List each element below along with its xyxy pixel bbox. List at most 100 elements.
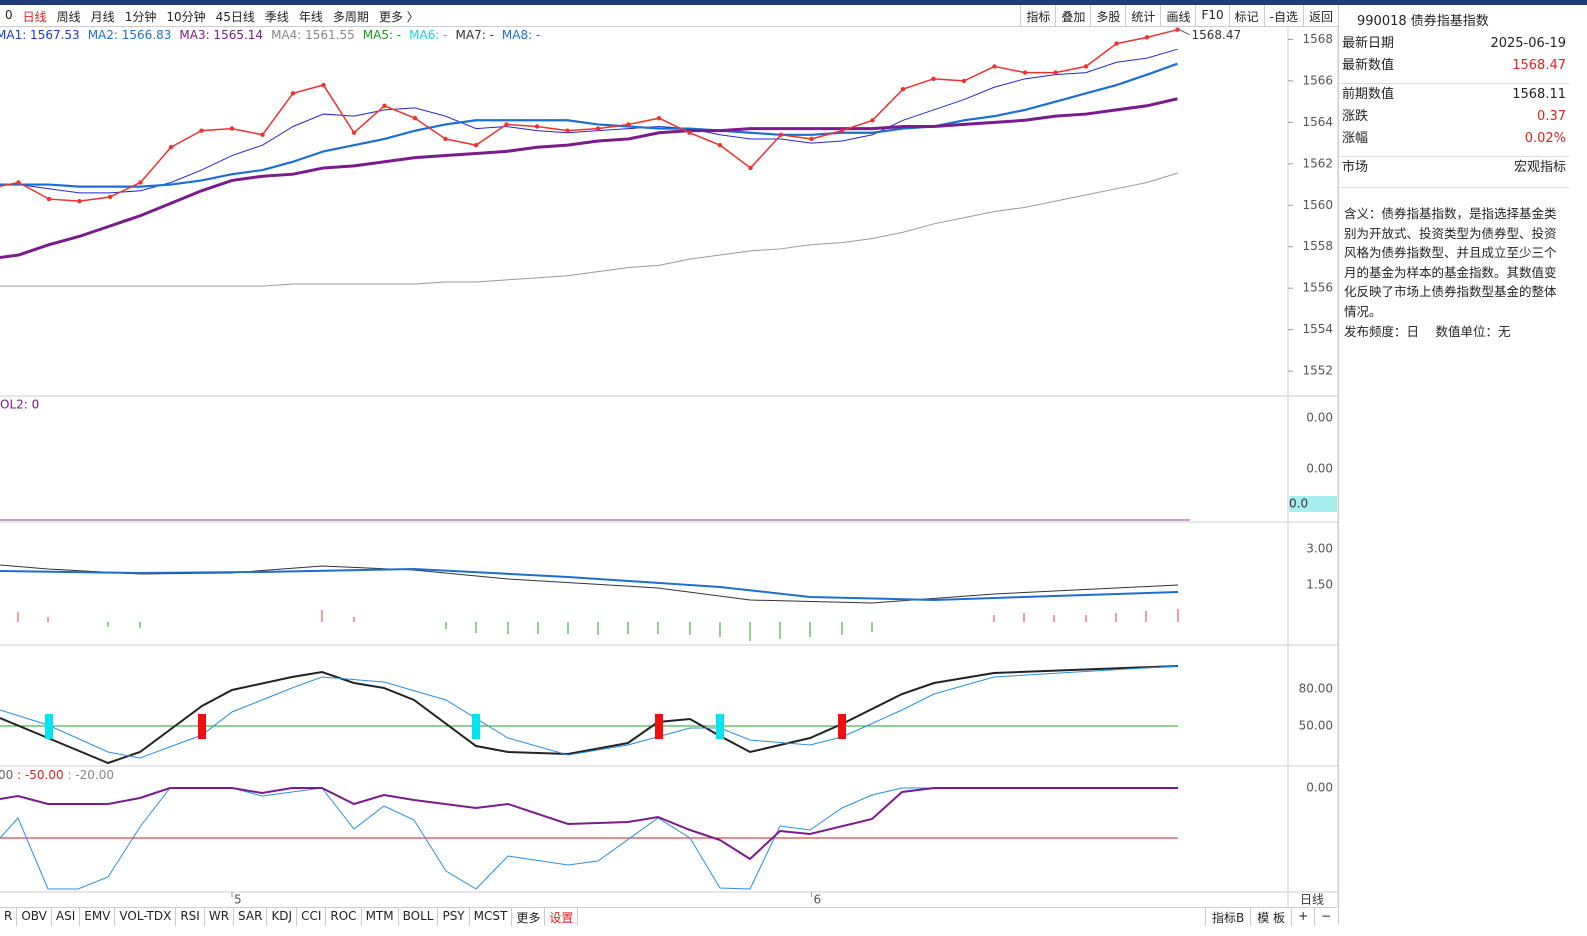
- period-tab[interactable]: 多周期: [332, 10, 369, 24]
- indicator-tab[interactable]: OBV: [17, 908, 52, 926]
- tool-button[interactable]: 返回: [1302, 5, 1338, 26]
- tool-button[interactable]: 指标: [1020, 5, 1055, 26]
- data-point: [534, 124, 540, 129]
- indicator-tab[interactable]: MCST: [470, 908, 513, 926]
- wr-label-part: 00: [0, 768, 13, 782]
- indicator-tab[interactable]: BOLL: [399, 908, 439, 926]
- indicator-tab[interactable]: 设置: [545, 908, 579, 926]
- tool-button[interactable]: -自选: [1263, 5, 1303, 26]
- info-row: 前期数值 1568.11: [1339, 83, 1569, 106]
- info-value: 1568.11: [1512, 87, 1566, 102]
- data-point: [595, 126, 601, 131]
- info-value: 0.37: [1537, 109, 1566, 124]
- info-value: 2025-06-19: [1490, 36, 1566, 51]
- data-point: [412, 116, 418, 121]
- chart-area: 1552 1554 1556 1558 1560 1562 1564 1566 1568 5 6 15…: [0, 27, 1338, 907]
- tool-button[interactable]: 统计: [1125, 5, 1160, 26]
- tool-button[interactable]: 标记: [1228, 5, 1264, 26]
- info-row: 最新日期 2025-06-19: [1339, 33, 1569, 55]
- lower-panels: [0, 496, 1337, 890]
- data-point: [16, 180, 21, 185]
- data-point: [138, 180, 143, 185]
- indicator-tab[interactable]: EMV: [80, 908, 116, 926]
- data-point: [778, 132, 784, 137]
- indicator-tab[interactable]: PSY: [438, 908, 470, 926]
- period-tab[interactable]: 月线: [90, 10, 115, 24]
- kdj-tick: 80.00: [1299, 682, 1333, 696]
- template-button[interactable]: 指标B: [1205, 908, 1250, 926]
- data-point: [809, 136, 814, 142]
- template-button[interactable]: 模 板: [1250, 908, 1291, 926]
- indicator-tab[interactable]: SAR: [234, 908, 268, 926]
- indicator-tab[interactable]: MTM: [362, 908, 399, 926]
- tool-button[interactable]: F10: [1195, 5, 1228, 26]
- data-point: [1022, 70, 1028, 75]
- legend-item: MA4: 1561.55: [271, 28, 355, 42]
- kdj-tick: 50.00: [1299, 719, 1333, 733]
- period-label: 日线: [1300, 893, 1324, 907]
- y-tick-label: 1562: [1302, 156, 1333, 170]
- period-tab[interactable]: 周线: [56, 10, 81, 24]
- period-tab[interactable]: 年线: [298, 10, 323, 24]
- data-point: [900, 86, 906, 92]
- period-tab[interactable]: 季线: [264, 10, 289, 24]
- wr-tick: 0.00: [1306, 781, 1333, 795]
- data-point: [321, 82, 326, 88]
- legend-item: MA5: -: [362, 28, 402, 42]
- info-key: 涨跌: [1342, 109, 1369, 124]
- info-value: 0.02%: [1524, 131, 1566, 146]
- info-key: 涨幅: [1342, 131, 1369, 146]
- tool-bar: 指标 叠加 多股 统计 画线 F10 标记 -自选 返回: [1020, 5, 1338, 26]
- ma-legend: MA1: 1567.53 MA2: 1566.83 MA3: 1565.14 MA4:…: [0, 28, 540, 42]
- data-point: [565, 128, 570, 133]
- data-point: [839, 128, 845, 133]
- last-arrow: [1179, 29, 1190, 36]
- y-tick-label: 1552: [1302, 364, 1333, 378]
- vol-badge: 0.0: [1289, 497, 1308, 511]
- indicator-tab[interactable]: R: [0, 908, 18, 926]
- info-row: 最新数值 1568.47: [1339, 55, 1569, 77]
- period-tab[interactable]: 更多 〉: [378, 10, 419, 24]
- info-row: 涨跌 0.37: [1339, 106, 1569, 128]
- period-tab[interactable]: 10分钟: [166, 10, 206, 24]
- legend-item: MA8: -: [501, 28, 541, 42]
- wr-label-part: : -20.00: [64, 768, 114, 782]
- indicator-tab[interactable]: WR: [205, 908, 235, 926]
- period-tab[interactable]: 0: [5, 8, 13, 22]
- indicator-tab[interactable]: ASI: [52, 908, 81, 926]
- info-key: 市场: [1342, 160, 1369, 175]
- indicator-tab[interactable]: KDJ: [267, 908, 298, 926]
- y-tick-label: 1558: [1302, 239, 1333, 253]
- period-bar: 0 日线 周线 月线 1分钟 10分钟 45日线 季线 年线 多周期 更多 〉: [0, 5, 1338, 27]
- period-tab[interactable]: 45日线: [215, 10, 255, 24]
- wr-label: 00 : -50.00 : -20.00: [0, 768, 114, 782]
- info-key: 前期数值: [1342, 87, 1395, 102]
- data-point: [687, 130, 692, 135]
- template-button[interactable]: +: [1291, 908, 1314, 926]
- tool-button[interactable]: 画线: [1160, 5, 1195, 26]
- indicator-tab[interactable]: RSI: [176, 908, 205, 926]
- tool-button[interactable]: 叠加: [1055, 5, 1090, 26]
- data-point: [961, 78, 967, 84]
- data-point: [748, 165, 753, 171]
- template-button[interactable]: −: [1314, 908, 1337, 926]
- vol-tick: 0.00: [1306, 411, 1333, 425]
- indicator-tab[interactable]: CCI: [297, 908, 327, 926]
- data-point: [1175, 27, 1180, 32]
- period-tab[interactable]: 日线: [22, 10, 47, 24]
- data-point: [77, 198, 82, 204]
- x-tick-label: 5: [234, 893, 242, 907]
- x-tick-label: 6: [814, 893, 822, 907]
- tool-button[interactable]: 多股: [1090, 5, 1125, 26]
- data-point: [504, 122, 509, 127]
- period-tab[interactable]: 1分钟: [124, 10, 157, 24]
- macd-tick: 3.00: [1306, 542, 1333, 556]
- y-tick-label: 1560: [1302, 198, 1333, 212]
- data-point: [717, 142, 723, 148]
- data-point: [260, 132, 265, 137]
- indicator-tab[interactable]: ROC: [326, 908, 362, 926]
- indicator-tab[interactable]: VOL-TDX: [115, 908, 177, 926]
- template-tabs: 指标B 模 板 + −: [1205, 907, 1338, 926]
- indicator-tab[interactable]: 更多: [512, 908, 546, 926]
